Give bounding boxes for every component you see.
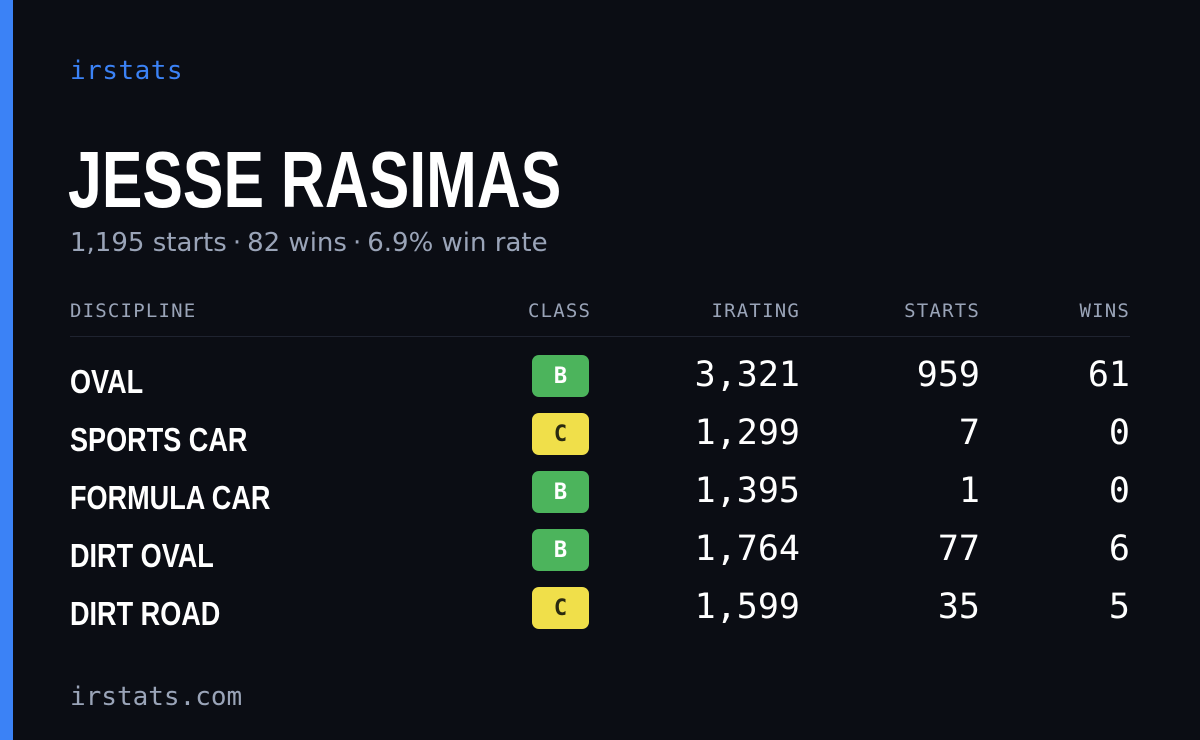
table-row: OVAL B 3,321 959 61 [70, 353, 1130, 411]
wins-value: 0 [1108, 471, 1130, 511]
discipline-name: FORMULA CAR [70, 479, 271, 516]
wins-value: 0 [1108, 413, 1130, 453]
table-body: OVAL B 3,321 959 61 SPORTS CAR C 1,299 7… [70, 337, 1130, 643]
wins-value: 61 [1087, 355, 1130, 395]
discipline-table: DISCIPLINE CLASS IRATING STARTS WINS OVA… [70, 300, 1130, 643]
driver-summary: 1,195 starts · 82 wins · 6.9% win rate [70, 228, 548, 258]
class-badge: B [532, 355, 589, 397]
table-row: DIRT ROAD C 1,599 35 5 [70, 585, 1130, 643]
class-badge: C [532, 413, 589, 455]
discipline-name: OVAL [70, 363, 144, 400]
starts-value: 7 [958, 413, 980, 453]
footer-url: irstats.com [70, 682, 243, 712]
summary-separator: · [352, 228, 362, 258]
driver-name: JESSE RASIMAS [68, 135, 562, 224]
irating-value: 3,321 [694, 355, 800, 395]
brand-logo: irstats [70, 56, 184, 86]
irating-value: 1,395 [694, 471, 800, 511]
summary-separator: · [232, 228, 242, 258]
summary-starts: 1,195 starts [70, 228, 227, 258]
starts-value: 1 [958, 471, 980, 511]
class-badge: C [532, 587, 589, 629]
discipline-name: DIRT ROAD [70, 595, 221, 632]
header-starts: STARTS [904, 300, 980, 322]
starts-value: 77 [937, 529, 980, 569]
wins-value: 5 [1108, 587, 1130, 627]
table-row: FORMULA CAR B 1,395 1 0 [70, 469, 1130, 527]
header-class: CLASS [528, 300, 592, 322]
irating-value: 1,299 [694, 413, 800, 453]
irating-value: 1,764 [694, 529, 800, 569]
header-discipline: DISCIPLINE [70, 300, 197, 322]
header-wins: WINS [1079, 300, 1130, 322]
table-row: SPORTS CAR C 1,299 7 0 [70, 411, 1130, 469]
wins-value: 6 [1108, 529, 1130, 569]
irating-value: 1,599 [694, 587, 800, 627]
discipline-name: DIRT OVAL [70, 537, 214, 574]
table-row: DIRT OVAL B 1,764 77 6 [70, 527, 1130, 585]
class-badge: B [532, 529, 589, 571]
header-irating: IRATING [711, 300, 800, 322]
discipline-name: SPORTS CAR [70, 421, 248, 458]
summary-wins: 82 wins [247, 228, 347, 258]
starts-value: 959 [916, 355, 980, 395]
class-badge: B [532, 471, 589, 513]
starts-value: 35 [937, 587, 980, 627]
accent-bar [0, 0, 13, 740]
summary-win-rate: 6.9% win rate [367, 228, 548, 258]
table-header: DISCIPLINE CLASS IRATING STARTS WINS [70, 300, 1130, 337]
